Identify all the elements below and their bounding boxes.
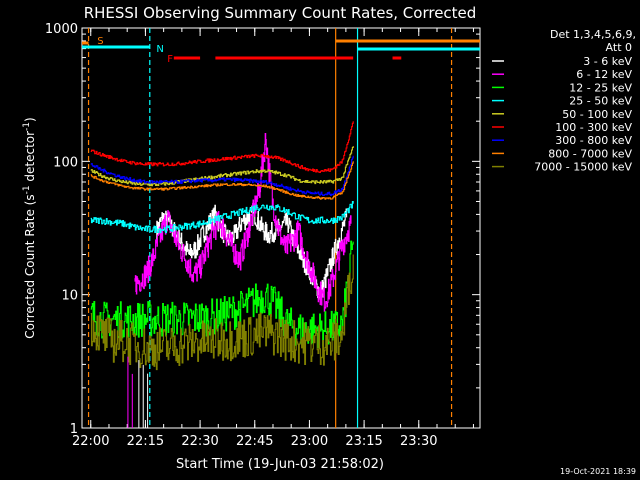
x-axis-label: Start Time (19-Jun-03 21:58:02) [176, 457, 384, 472]
event-marker-n: N [156, 44, 163, 55]
footer-timestamp: 19-Oct-2021 18:39 [560, 467, 636, 476]
legend-label: 3 - 6 keV [583, 55, 632, 68]
legend-label: 800 - 7000 keV [548, 147, 632, 160]
x-tick-label: 23:15 [345, 434, 382, 449]
plot-area: 1 10 100 1000 22:00 22:15 22:30 22:45 23:00 23:15… [45, 22, 481, 449]
chart-title: RHESSI Observing Summary Count Rates, Co… [84, 4, 477, 22]
y-tick-label: 1000 [45, 22, 78, 37]
legend-label: 6 - 12 keV [576, 68, 632, 81]
series-line-1 [134, 132, 352, 312]
x-tick-label: 22:15 [127, 434, 164, 449]
x-tick-label: 22:30 [181, 434, 218, 449]
series-line-7 [90, 161, 354, 200]
legend-label: 12 - 25 keV [569, 81, 632, 94]
plot-frame [81, 27, 481, 429]
legend-label: 300 - 800 keV [555, 134, 632, 147]
x-tick-label: 23:30 [400, 434, 437, 449]
series-line-3 [90, 201, 354, 234]
x-tick-label: 22:00 [72, 434, 109, 449]
x-tick-label: 23:00 [291, 434, 328, 449]
legend-header-detectors: Det 1,3,4,5,6,9, [550, 28, 636, 41]
series-line-4 [90, 146, 354, 187]
event-marker-s: S [97, 36, 103, 47]
series-line-5 [90, 121, 354, 173]
y-tick-label: 10 [61, 289, 78, 304]
legend-header-attenuator: Att 0 [606, 41, 632, 54]
legend-label: 7000 - 15000 keV [534, 161, 632, 174]
legend-label: 100 - 300 keV [555, 121, 632, 134]
legend-label: 50 - 100 keV [562, 108, 632, 121]
series-line-8 [90, 254, 354, 371]
x-tick-label: 22:45 [236, 434, 273, 449]
y-axis-label: Corrected Count Rate (s-1 detector-1) [22, 117, 37, 338]
series-line-6 [90, 155, 354, 197]
legend-label: 25 - 50 keV [569, 95, 632, 108]
y-tick-label: 1 [70, 422, 78, 437]
event-marker-f: F [167, 54, 173, 65]
y-tick-label: 100 [53, 155, 78, 170]
